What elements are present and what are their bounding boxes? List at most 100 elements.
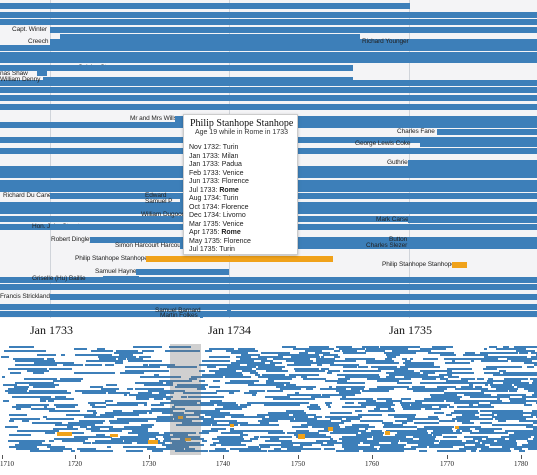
traveler-label[interactable]: Richard Younger — [362, 38, 409, 45]
overview-bar — [386, 354, 400, 356]
traveler-label[interactable]: Mr and Mrs Wills — [130, 115, 177, 122]
traveler-label[interactable]: George Lewis Coke — [355, 140, 411, 147]
overview-bar — [479, 450, 511, 452]
travel-bar[interactable] — [60, 34, 360, 40]
travel-bar[interactable] — [0, 104, 537, 110]
travel-bar[interactable] — [180, 243, 537, 249]
traveler-label[interactable]: Samuel Barnard — [155, 307, 201, 314]
overview-bar — [199, 364, 240, 366]
travel-bar[interactable] — [136, 269, 229, 275]
traveler-label[interactable]: Martin Folkes — [160, 312, 198, 318]
overview-bar — [105, 364, 114, 366]
traveler-label[interactable]: Charles Slezer — [366, 242, 408, 249]
overview-bar — [480, 422, 492, 424]
travel-bar[interactable] — [50, 294, 537, 300]
travel-bar[interactable] — [408, 243, 537, 249]
overview-bar — [462, 422, 474, 424]
overview-bar — [457, 420, 470, 422]
overview-bar — [491, 386, 514, 388]
overview-bar — [66, 414, 96, 416]
traveler-label[interactable]: nas Shaw — [0, 70, 28, 77]
traveler-label[interactable]: Robert Dingley — [51, 236, 93, 243]
highlighted-travel-bar[interactable] — [452, 262, 467, 268]
overview-timeline[interactable] — [0, 344, 537, 455]
overview-bar — [379, 448, 416, 450]
travel-bar[interactable] — [50, 27, 537, 33]
overview-bar — [324, 448, 335, 450]
travel-bar[interactable] — [0, 80, 537, 86]
time-brush-selection[interactable] — [170, 344, 201, 455]
travel-bar[interactable] — [0, 19, 537, 25]
traveler-label[interactable]: Guthrie — [387, 159, 408, 166]
travel-bar[interactable] — [0, 311, 537, 317]
traveler-label[interactable]: Samuel Haynes — [95, 268, 140, 275]
overview-bar — [181, 396, 187, 398]
overview-bar — [519, 420, 537, 422]
traveler-label[interactable]: Button — [389, 236, 408, 243]
traveler-label[interactable]: Simon Harcourt Harcourt — [115, 242, 185, 249]
travel-bar[interactable] — [0, 65, 353, 71]
itinerary-entry: May 1735: Florence — [189, 237, 251, 245]
travel-bar[interactable] — [0, 45, 537, 51]
travel-bar[interactable] — [0, 95, 537, 101]
overview-bar — [43, 416, 47, 418]
traveler-label[interactable]: Capt. Winter — [12, 26, 47, 33]
travel-bar[interactable] — [0, 57, 537, 63]
travel-bar[interactable] — [50, 39, 535, 45]
travel-bar[interactable] — [0, 87, 537, 93]
overview-bar — [385, 358, 392, 360]
overview-bar — [342, 444, 358, 446]
travel-bar[interactable] — [408, 160, 537, 166]
highlighted-travel-bar[interactable] — [146, 256, 333, 262]
travel-bar[interactable] — [420, 141, 537, 147]
travel-bar[interactable] — [227, 308, 231, 314]
traveler-label[interactable]: Griselle (Hu) Baillie — [32, 275, 86, 282]
traveler-label[interactable]: William Dugood — [141, 211, 186, 218]
overview-bar — [225, 382, 254, 384]
overview-bar — [501, 436, 531, 438]
overview-bar — [371, 366, 397, 368]
travel-bar[interactable] — [90, 237, 537, 243]
overview-bar — [46, 418, 74, 420]
overview-bar — [260, 422, 269, 424]
travel-bar[interactable] — [0, 12, 537, 18]
travel-bar[interactable] — [408, 237, 537, 243]
traveler-label[interactable]: Samuel P — [145, 198, 173, 205]
traveler-label[interactable]: Philip Stanhope Stanhope — [382, 261, 455, 268]
traveler-label[interactable]: Francis Strickland — [0, 293, 50, 300]
overview-bar — [378, 368, 408, 370]
travel-bar[interactable] — [437, 129, 537, 135]
travel-bar[interactable] — [410, 39, 537, 45]
travel-bar[interactable] — [200, 313, 203, 318]
travel-bar[interactable] — [43, 77, 353, 83]
traveler-label[interactable]: Philip Stanhope Stanhope — [75, 255, 148, 262]
travel-bar[interactable] — [0, 3, 410, 9]
travel-bar[interactable] — [103, 276, 139, 282]
travel-bar[interactable] — [408, 217, 537, 223]
travel-bar[interactable] — [0, 284, 537, 290]
overview-bar — [140, 376, 181, 378]
overview-bar — [209, 386, 216, 388]
overview-bar — [15, 360, 55, 362]
main-axis-tick: Jan 1733 — [30, 323, 73, 337]
overview-bar — [301, 424, 339, 426]
overview-bar — [439, 442, 480, 444]
traveler-label[interactable]: William Denny — [0, 76, 41, 83]
overview-bar — [293, 414, 316, 416]
overview-bar — [278, 354, 319, 356]
traveler-label[interactable]: Mark Carse — [376, 216, 409, 223]
overview-bar — [239, 450, 267, 452]
overview-bar — [93, 412, 97, 414]
travel-bar[interactable] — [0, 52, 537, 58]
travel-bar[interactable] — [0, 277, 537, 283]
overview-bar — [403, 362, 434, 364]
traveler-label[interactable]: Charles Fane — [397, 128, 435, 135]
traveler-label[interactable]: Edward — [145, 192, 167, 199]
traveler-label[interactable]: Richard Du Cane — [3, 192, 52, 199]
traveler-label[interactable]: Creech — [28, 38, 49, 45]
travel-bar[interactable] — [175, 116, 537, 122]
overview-axis-label: 1780 — [514, 460, 528, 468]
travel-bar[interactable] — [37, 70, 47, 76]
overview-bar — [380, 446, 404, 448]
travel-bar[interactable] — [0, 304, 537, 310]
